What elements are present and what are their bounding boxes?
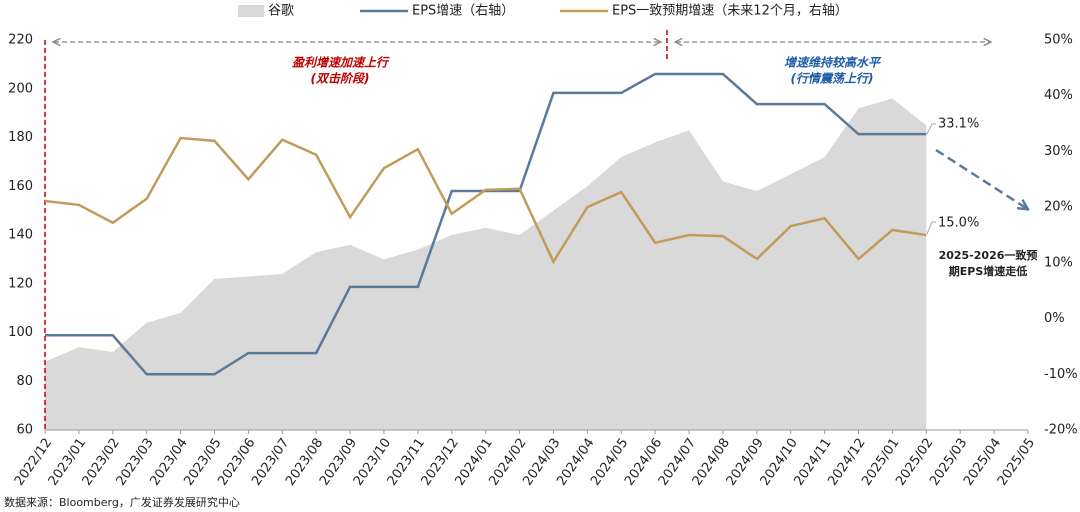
y2-tick-label: 20% [1044,200,1073,215]
line [44,136,927,265]
y2-tick-label: -20% [1044,423,1078,438]
annotation: 增速维持较高水平 [784,56,882,70]
y-tick-label: 120 [8,276,33,291]
y-tick-label: 60 [16,423,33,438]
legend-label: EPS一致预期增速（未来12个月，右轴） [612,4,848,19]
y2-tick-label: 30% [1044,144,1073,159]
annotation: 2025-2026一致预 [939,248,1038,262]
annotation: 期EPS增速走低 [949,264,1028,278]
leader-line [926,221,936,235]
y-tick-label: 140 [8,228,33,243]
legend-swatch [238,5,264,17]
trend-arrow [935,148,1026,208]
legend-label: EPS增速（右轴） [412,4,514,19]
y-tick-label: 180 [8,130,33,145]
y-tick-label: 200 [8,81,33,96]
leader-line [926,123,936,135]
y2-tick-label: 50% [1044,33,1073,48]
y2-tick-label: -10% [1044,367,1078,382]
annotation: 盈利增速加速上行 [292,56,390,70]
y-tick-label: 160 [8,179,33,194]
y-tick-label: 100 [8,325,33,340]
y2-tick-label: 10% [1044,255,1073,270]
area [45,98,927,430]
y2-tick-label: 40% [1044,88,1073,103]
annotation: (行情震荡上行) [791,72,874,86]
annotation: (双击阶段) [311,72,370,86]
annotation: 33.1% [938,117,979,132]
y-tick-label: 80 [16,374,33,389]
legend-label: 谷歌 [268,4,294,19]
y2-tick-label: 0% [1044,311,1065,326]
annotation: 15.0% [938,216,979,231]
y-tick-label: 220 [8,33,33,48]
source: 数据来源：Bloomberg，广发证券发展研究中心 [4,495,240,509]
